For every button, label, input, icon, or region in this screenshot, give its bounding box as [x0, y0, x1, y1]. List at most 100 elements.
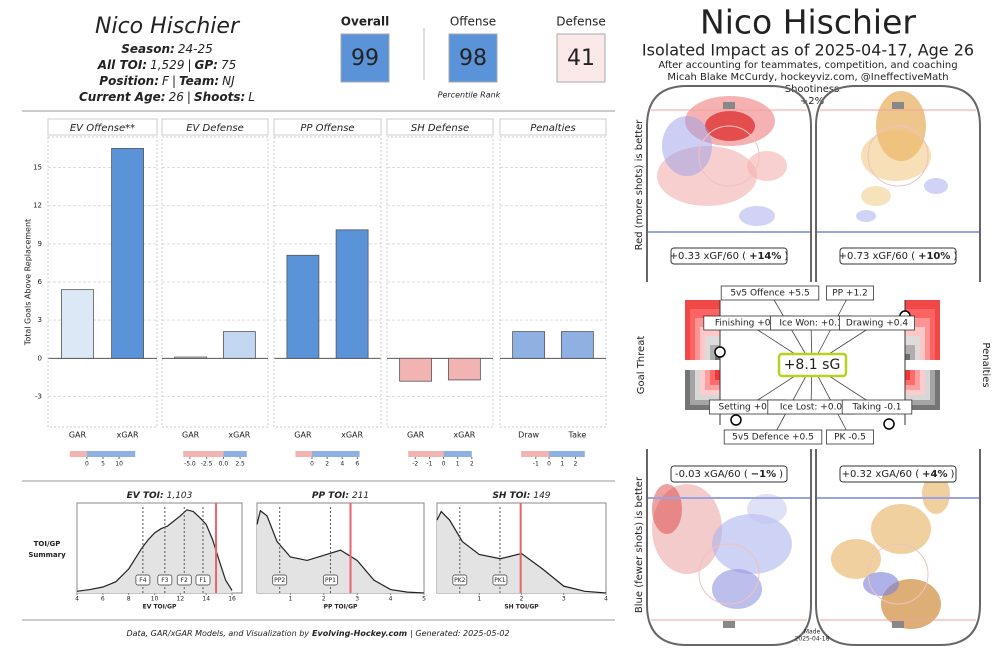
bar [560, 331, 594, 359]
text-part: +14% [749, 251, 781, 262]
scale-tick-label: 6 [355, 461, 359, 468]
rink-label: +0.32 xGA/60 (+4%) [842, 469, 955, 480]
panel-title: EV Offense** [70, 123, 135, 134]
percentile-box [340, 33, 390, 83]
density-line [256, 509, 425, 594]
marker-box [135, 574, 151, 586]
shootiness-label: Shootiness [785, 84, 840, 95]
scale-neg [521, 451, 550, 457]
violin-dot [883, 418, 895, 430]
panel-title: Penalties [530, 123, 576, 134]
percentile-label: Offense [450, 15, 496, 29]
violin-band [905, 354, 910, 360]
bar [174, 356, 208, 359]
scale-pos [86, 451, 136, 457]
side-label: Summary [28, 551, 66, 559]
note: Micah Blake McCurdy, hockeyviz.com, @Ine… [667, 72, 948, 83]
marker-label: F2 [181, 577, 188, 584]
violin-dot [730, 414, 742, 426]
percentile-label: Overall [341, 15, 389, 29]
rink-label-box [839, 465, 957, 483]
text-part: ) [953, 251, 957, 262]
bar [447, 357, 481, 381]
text-part: Shoots: [194, 90, 245, 104]
panel-frame [386, 136, 494, 428]
scale-tick-label: 4 [340, 461, 344, 468]
rink-label-box [839, 247, 957, 265]
scale-pos [549, 451, 585, 457]
violin-band [905, 370, 910, 380]
rink-board [815, 85, 981, 282]
heat-blob [871, 504, 931, 554]
panel-header [161, 118, 269, 136]
x-axis-label: EV TOI/GP [143, 604, 177, 611]
scale-tick-label: 2 [325, 461, 329, 468]
x-tick-label: 1 [288, 596, 292, 603]
heat-blob [662, 116, 712, 176]
marker-box [272, 574, 288, 586]
panel-frame [161, 136, 269, 428]
bar [512, 331, 546, 359]
scale-tick-label: -1 [426, 461, 432, 468]
percentile-value: 99 [351, 46, 379, 71]
marker-label: F1 [199, 577, 206, 584]
component-box [723, 429, 823, 445]
component: 5v5 Offence +5.5 [730, 289, 809, 299]
component: Ice Won: +0.1 [779, 319, 842, 329]
info-line: Season: 24-25 [121, 42, 212, 56]
shootiness-value: +2% [800, 96, 824, 107]
text-part: GP: [195, 58, 218, 72]
rink-label: -0.03 xGA/60 (−1%) [675, 469, 783, 480]
scale-tick-label: -2.5 [201, 461, 213, 468]
x-tick-label: 8 [127, 596, 131, 603]
scale-tick-label: 0 [442, 461, 446, 468]
marker-box [195, 574, 211, 586]
text-part: All TOI: [97, 58, 147, 72]
bar [61, 289, 94, 359]
density-line [436, 510, 607, 594]
text-part: Evolving-Hockey.com [312, 629, 407, 638]
text-part: ) [784, 251, 788, 262]
info-line: Current Age: 26 | Shoots: L [79, 90, 255, 104]
marker-label: PP1 [325, 577, 336, 584]
x-tick-label: GAR [407, 431, 425, 440]
info-line: All TOI: 1,529 | GP: 75 [97, 58, 236, 72]
y-tick-label: 3 [38, 316, 42, 324]
text-part: | [187, 58, 191, 72]
component: PP +1.2 [832, 289, 868, 299]
center-value: +8.1 sG [784, 357, 841, 373]
x-tick-label: 16 [228, 596, 236, 603]
scale-tick-label: 1 [560, 461, 564, 468]
marker-box [492, 574, 508, 586]
marker-label: F4 [139, 577, 146, 584]
bar [335, 229, 369, 359]
impact-title: Nico Hischier [700, 3, 916, 42]
center-box [777, 352, 848, 378]
faceoff-circle [698, 125, 760, 187]
note: Percentile Rank [438, 91, 501, 100]
impact-subtitle: Isolated Impact as of 2025-04-17, Age 26 [642, 41, 974, 60]
rink-board [646, 449, 812, 646]
component: Setting +0.1 [719, 403, 776, 413]
text-part: | Generated: 2025-05-02 [410, 629, 509, 638]
panel-header [386, 118, 494, 136]
density-area [257, 510, 424, 593]
violin-dot [714, 346, 726, 358]
component-box [839, 315, 916, 331]
y-axis-label: Total Goals Above Replacement [24, 219, 33, 346]
bar [286, 254, 320, 359]
text-part: ) [950, 469, 954, 480]
component: PK -0.5 [834, 433, 866, 443]
heat-blob [747, 151, 787, 181]
heat-blob [831, 539, 881, 579]
component: Ice Lost: +0.0 [780, 403, 843, 413]
text-part: +4% [922, 469, 947, 480]
heat-blob [881, 579, 941, 629]
x-tick-label: 2 [322, 596, 326, 603]
text-part: 1,103 [167, 491, 193, 501]
heat-blob [652, 484, 682, 534]
info-line: Position: F | Team: NJ [99, 74, 235, 88]
component: Taking -0.1 [851, 403, 901, 413]
bar [399, 357, 433, 382]
